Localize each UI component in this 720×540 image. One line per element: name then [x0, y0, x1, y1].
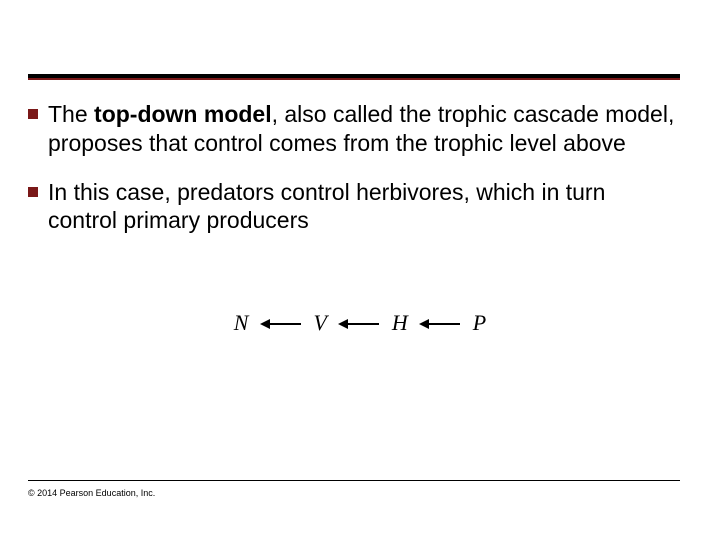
bottom-rule	[28, 480, 680, 481]
copyright-text: © 2014 Pearson Education, Inc.	[28, 488, 155, 498]
arrow-left-icon	[260, 310, 302, 336]
diagram-node-v: V	[313, 310, 326, 336]
slide: The top-down model, also called the trop…	[0, 0, 720, 540]
bullet-item: The top-down model, also called the trop…	[28, 100, 680, 158]
content-area: The top-down model, also called the trop…	[28, 100, 680, 255]
bullet-rest: In this case, predators control herbivor…	[48, 179, 605, 234]
diagram-node-n: N	[234, 310, 249, 336]
diagram-node-p: P	[473, 310, 486, 336]
trophic-diagram: N V H P	[0, 308, 720, 336]
bullet-item: In this case, predators control herbivor…	[28, 178, 680, 236]
bullet-text: The top-down model, also called the trop…	[48, 100, 680, 158]
bullet-text: In this case, predators control herbivor…	[48, 178, 680, 236]
bullet-prefix: The	[48, 101, 94, 127]
diagram-node-h: H	[392, 310, 408, 336]
arrow-left-icon	[419, 310, 461, 336]
bullet-marker-icon	[28, 187, 38, 197]
bullet-marker-icon	[28, 109, 38, 119]
arrow-left-icon	[338, 310, 380, 336]
bullet-bold: top-down model	[94, 101, 272, 127]
accent-rule	[28, 78, 680, 80]
